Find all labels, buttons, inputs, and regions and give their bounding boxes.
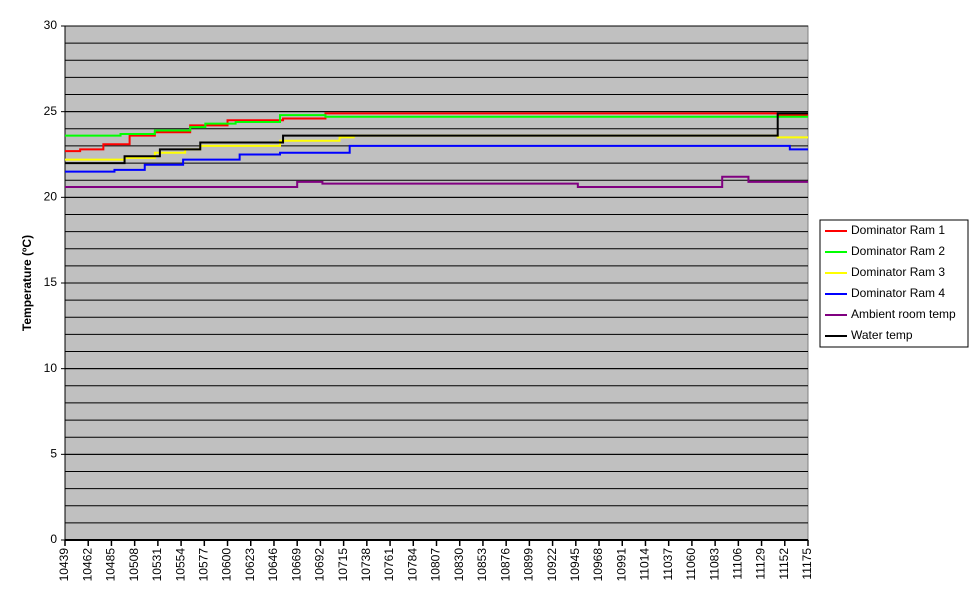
x-tick-label: 10922 [545, 548, 559, 582]
y-tick-label: 10 [44, 361, 58, 375]
x-tick-label: 10439 [57, 548, 71, 582]
x-tick-label: 10807 [429, 548, 443, 582]
x-tick-label: 11152 [777, 548, 791, 580]
legend-label: Dominator Ram 3 [851, 265, 945, 279]
x-tick-label: 10554 [173, 548, 187, 582]
legend-label: Dominator Ram 1 [851, 223, 945, 237]
y-axis-label: Temperature (ºC) [20, 235, 34, 331]
y-tick-label: 15 [44, 275, 58, 289]
x-tick-label: 10577 [196, 548, 210, 582]
series-line [65, 114, 808, 137]
x-tick-label: 10531 [150, 548, 164, 582]
x-tick-label: 10646 [266, 548, 280, 582]
y-tick-label: 30 [44, 18, 58, 32]
series-line [65, 112, 808, 165]
x-tick-label: 10692 [313, 548, 327, 582]
x-tick-label: 11106 [731, 548, 745, 580]
x-tick-label: 10600 [220, 548, 234, 582]
x-tick-label: 11060 [684, 548, 698, 581]
x-tick-label: 10715 [336, 548, 350, 582]
legend-label: Dominator Ram 2 [851, 244, 945, 258]
x-tick-label: 10853 [475, 548, 489, 582]
x-tick-label: 11037 [661, 548, 675, 581]
y-tick-label: 25 [44, 104, 58, 118]
y-tick-label: 5 [50, 447, 57, 461]
x-tick-label: 10508 [127, 548, 141, 582]
legend-label: Dominator Ram 4 [851, 286, 945, 300]
x-tick-label: 10991 [614, 548, 628, 582]
x-tick-label: 10968 [591, 548, 605, 582]
legend-box [819, 219, 969, 348]
x-tick-label: 10669 [289, 548, 303, 582]
x-tick-label: 10485 [104, 548, 118, 582]
x-tick-label: 10876 [498, 548, 512, 582]
x-tick-label: 11083 [707, 548, 721, 581]
x-tick-label: 11129 [754, 548, 768, 580]
series-line [65, 175, 808, 189]
x-tick-label: 10899 [522, 548, 536, 582]
y-tick-label: 0 [50, 532, 57, 546]
x-tick-label: 10945 [568, 548, 582, 582]
x-tick-label: 10761 [382, 548, 396, 582]
y-tick-label: 20 [44, 190, 58, 204]
x-tick-label: 10738 [359, 548, 373, 582]
x-tick-label: 10830 [452, 548, 466, 582]
series-line [65, 144, 808, 173]
x-tick-label: 10784 [405, 548, 419, 582]
legend-label: Ambient room temp [851, 307, 956, 321]
legend-label: Water temp [851, 328, 913, 342]
x-tick-label: 10462 [80, 548, 94, 582]
x-tick-label: 11175 [800, 548, 814, 580]
x-tick-label: 11014 [638, 548, 652, 581]
x-tick-label: 10623 [243, 548, 257, 582]
